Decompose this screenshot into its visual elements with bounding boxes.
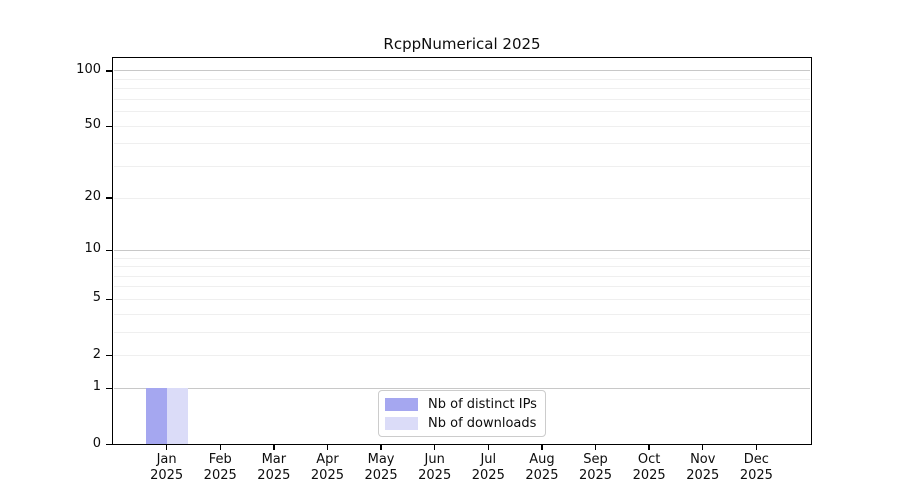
x-tick-mark bbox=[326, 444, 329, 450]
minor-gridline bbox=[114, 111, 810, 113]
x-tick-mark bbox=[165, 444, 168, 450]
x-tick-mark bbox=[648, 444, 650, 450]
legend: Nb of distinct IPs Nb of downloads bbox=[378, 390, 546, 437]
x-tick-year: 2025 bbox=[578, 468, 613, 483]
legend-item-distinct-ips: Nb of distinct IPs bbox=[385, 397, 537, 412]
legend-swatch-distinct-ips bbox=[385, 398, 418, 411]
plot-frame bbox=[112, 57, 812, 445]
y-tick-label: 0 bbox=[92, 435, 101, 451]
x-tick-year: 2025 bbox=[364, 468, 398, 483]
x-tick-year: 2025 bbox=[686, 468, 720, 483]
x-tick-mark bbox=[433, 444, 436, 450]
minor-gridline bbox=[114, 78, 810, 80]
major-gridline bbox=[114, 70, 810, 72]
minor-gridline bbox=[114, 166, 810, 168]
x-tick-month: Jul bbox=[480, 452, 497, 467]
x-tick-mark bbox=[594, 444, 597, 450]
x-tick-label: Aug 2025 bbox=[512, 452, 572, 484]
y-tick-mark bbox=[106, 197, 112, 199]
x-tick-month: Jan bbox=[156, 452, 177, 467]
minor-gridline bbox=[114, 286, 810, 288]
minor-gridline bbox=[114, 88, 810, 90]
minor-gridline bbox=[114, 355, 810, 357]
y-tick-mark bbox=[106, 298, 112, 301]
legend-label-distinct-ips: Nb of distinct IPs bbox=[428, 397, 537, 412]
y-tick-mark bbox=[106, 443, 112, 446]
x-tick-label: Apr 2025 bbox=[297, 452, 357, 484]
x-tick-label: May 2025 bbox=[351, 452, 411, 484]
x-tick-mark bbox=[273, 444, 275, 450]
x-tick-mark bbox=[702, 444, 704, 450]
x-tick-mark bbox=[541, 444, 543, 450]
x-tick-label: Oct 2025 bbox=[619, 452, 679, 484]
y-tick-label: 2 bbox=[92, 346, 101, 362]
x-tick-month: Dec bbox=[743, 452, 769, 467]
x-tick-mark bbox=[487, 444, 489, 450]
x-tick-label: Jun 2025 bbox=[405, 452, 465, 484]
major-gridline bbox=[114, 249, 810, 251]
x-tick-mark bbox=[219, 444, 221, 450]
x-tick-year: 2025 bbox=[310, 468, 344, 483]
x-tick-label: Mar 2025 bbox=[244, 452, 304, 484]
minor-gridline bbox=[114, 98, 810, 100]
x-tick-month: Sep bbox=[583, 452, 608, 467]
x-tick-year: 2025 bbox=[739, 468, 773, 483]
x-tick-label: Feb 2025 bbox=[190, 452, 250, 484]
y-tick-mark bbox=[106, 125, 112, 127]
x-tick-label: Dec 2025 bbox=[726, 452, 786, 484]
y-tick-mark bbox=[106, 387, 112, 390]
x-tick-label: Sep 2025 bbox=[566, 452, 626, 484]
y-tick-mark bbox=[106, 249, 112, 252]
legend-swatch-downloads bbox=[385, 417, 418, 430]
x-tick-year: 2025 bbox=[257, 468, 291, 483]
minor-gridline bbox=[114, 125, 810, 127]
x-tick-year: 2025 bbox=[471, 468, 505, 483]
y-tick-mark bbox=[106, 70, 112, 72]
x-tick-year: 2025 bbox=[203, 468, 237, 483]
y-tick-label: 20 bbox=[84, 189, 101, 205]
x-tick-month: Oct bbox=[637, 452, 661, 467]
x-tick-year: 2025 bbox=[418, 468, 452, 483]
x-tick-month: Nov bbox=[690, 452, 716, 467]
minor-gridline bbox=[114, 143, 810, 145]
bar-downloads bbox=[166, 388, 188, 445]
x-tick-month: Apr bbox=[316, 452, 339, 467]
y-tick-mark bbox=[106, 354, 112, 357]
x-tick-month: Feb bbox=[208, 452, 232, 467]
x-tick-year: 2025 bbox=[150, 468, 184, 483]
chart-title: RcppNumerical 2025 bbox=[383, 35, 541, 53]
y-tick-label: 5 bbox=[92, 290, 101, 306]
minor-gridline bbox=[114, 331, 810, 333]
y-tick-label: 10 bbox=[84, 241, 101, 257]
legend-item-downloads: Nb of downloads bbox=[385, 416, 537, 431]
minor-gridline bbox=[114, 313, 810, 315]
legend-label-downloads: Nb of downloads bbox=[428, 416, 537, 431]
x-tick-label: Jul 2025 bbox=[458, 452, 518, 484]
x-tick-month: Aug bbox=[529, 452, 555, 467]
x-tick-label: Nov 2025 bbox=[673, 452, 733, 484]
minor-gridline bbox=[114, 275, 810, 277]
y-tick-label: 100 bbox=[76, 61, 101, 77]
y-tick-label: 1 bbox=[92, 379, 101, 395]
major-gridline bbox=[114, 387, 810, 389]
x-tick-label: Jan 2025 bbox=[137, 452, 197, 484]
x-tick-mark bbox=[380, 444, 382, 450]
minor-gridline bbox=[114, 197, 810, 199]
minor-gridline bbox=[114, 257, 810, 259]
x-tick-year: 2025 bbox=[632, 468, 666, 483]
x-tick-month: May bbox=[367, 452, 395, 467]
x-tick-mark bbox=[755, 444, 758, 450]
x-tick-month: Mar bbox=[261, 452, 287, 467]
x-tick-year: 2025 bbox=[525, 468, 559, 483]
minor-gridline bbox=[114, 266, 810, 268]
y-tick-label: 50 bbox=[84, 117, 101, 133]
x-tick-month: Jun bbox=[424, 452, 445, 467]
minor-gridline bbox=[114, 298, 810, 300]
bar-distinct-ips bbox=[145, 388, 167, 445]
